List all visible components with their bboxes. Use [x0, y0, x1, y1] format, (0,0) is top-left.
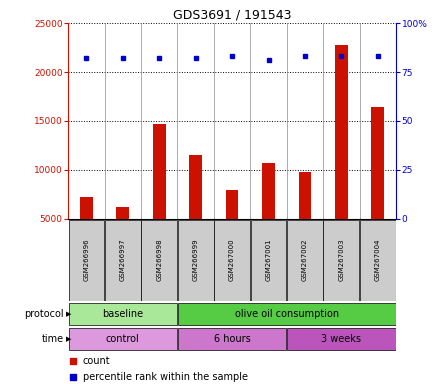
Text: ▶: ▶ — [66, 336, 71, 342]
Bar — [262, 163, 275, 219]
Bar — [69, 220, 104, 301]
Bar — [335, 45, 348, 219]
Bar — [371, 107, 384, 219]
Bar — [178, 328, 286, 350]
Bar — [189, 155, 202, 219]
Text: GSM267000: GSM267000 — [229, 239, 235, 281]
Text: GSM267003: GSM267003 — [338, 239, 345, 281]
Bar — [105, 220, 141, 301]
Bar — [287, 328, 396, 350]
Text: GSM266996: GSM266996 — [84, 239, 89, 281]
Bar — [226, 190, 238, 219]
Bar — [214, 220, 250, 301]
Bar — [178, 303, 396, 325]
Bar — [287, 220, 323, 301]
Text: GSM267001: GSM267001 — [265, 239, 271, 281]
Bar — [80, 197, 93, 219]
Text: GSM266999: GSM266999 — [193, 239, 199, 281]
Bar — [117, 207, 129, 219]
Text: 6 hours: 6 hours — [214, 334, 250, 344]
Bar — [178, 220, 213, 301]
Text: olive oil consumption: olive oil consumption — [235, 309, 339, 319]
Bar — [153, 124, 165, 219]
Text: control: control — [106, 334, 140, 344]
Text: GSM267002: GSM267002 — [302, 239, 308, 281]
Bar — [69, 303, 177, 325]
Text: GSM267004: GSM267004 — [375, 239, 381, 281]
Text: percentile rank within the sample: percentile rank within the sample — [83, 372, 248, 382]
Text: count: count — [83, 356, 110, 366]
Text: time: time — [42, 334, 64, 344]
Text: GSM266998: GSM266998 — [156, 239, 162, 281]
Text: GSM266997: GSM266997 — [120, 239, 126, 281]
Text: ▶: ▶ — [66, 311, 71, 317]
Bar — [360, 220, 396, 301]
Text: 3 weeks: 3 weeks — [321, 334, 361, 344]
Text: baseline: baseline — [102, 309, 143, 319]
Text: protocol: protocol — [24, 309, 64, 319]
Bar — [141, 220, 177, 301]
Bar — [323, 220, 359, 301]
Bar — [299, 172, 312, 219]
Bar — [251, 220, 286, 301]
Bar — [69, 328, 177, 350]
Title: GDS3691 / 191543: GDS3691 / 191543 — [173, 9, 291, 22]
